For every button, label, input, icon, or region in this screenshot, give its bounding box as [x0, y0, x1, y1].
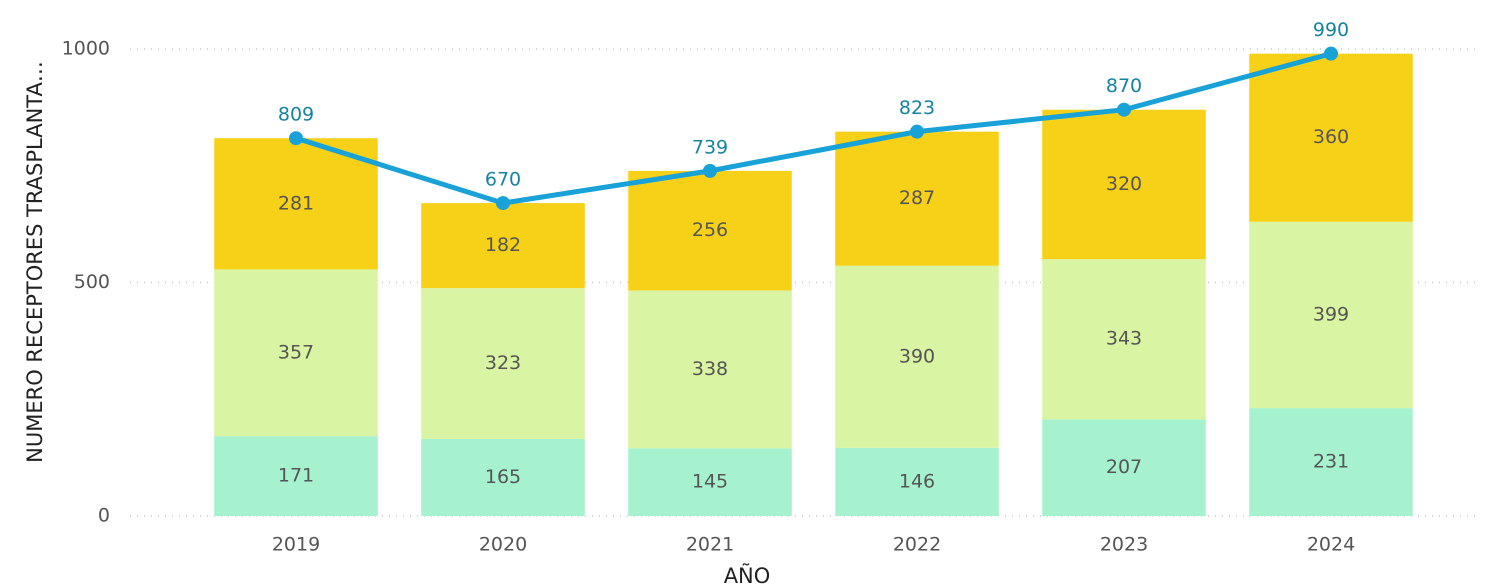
data-label: 171: [278, 465, 314, 487]
line-point: [1117, 102, 1131, 117]
line-label: 823: [899, 97, 935, 119]
data-label: 281: [278, 192, 314, 214]
bar-segment: [214, 436, 378, 516]
x-tick-label: 2022: [893, 534, 941, 556]
bar-segment: [628, 290, 792, 449]
y-tick-label: 1000: [62, 38, 110, 60]
y-axis-title: NUMERO RECEPTORES TRASPLANTA…: [23, 61, 47, 463]
data-label: 343: [1106, 328, 1142, 350]
bar-segment: [628, 170, 792, 291]
bar-segment: [835, 265, 999, 448]
data-label: 146: [899, 470, 935, 492]
line-label: 739: [692, 136, 728, 158]
data-label: 231: [1313, 451, 1349, 473]
bar-segment: [1042, 109, 1206, 260]
bar-segment: [628, 448, 792, 516]
x-tick-label: 2023: [1100, 534, 1148, 556]
bar-segment: [835, 447, 999, 516]
y-tick-label: 0: [98, 505, 110, 527]
line-label: 870: [1106, 75, 1142, 97]
bar-segment: [1042, 259, 1206, 420]
data-label: 320: [1106, 173, 1142, 195]
line-label: 670: [485, 169, 521, 191]
data-label: 399: [1313, 303, 1349, 325]
data-label: 165: [485, 466, 521, 488]
x-tick-label: 2019: [272, 534, 320, 556]
data-label: 357: [278, 341, 314, 363]
line-point: [1324, 46, 1338, 61]
line-point: [289, 131, 303, 146]
line-label: 809: [278, 104, 314, 126]
x-tick-label: 2020: [479, 534, 527, 556]
data-label: 256: [692, 219, 728, 241]
bar-segment: [835, 131, 999, 266]
line-point: [703, 163, 717, 178]
x-axis-title: AÑO: [724, 562, 771, 588]
line: [295, 51, 1332, 206]
bar-segment: [421, 203, 585, 289]
data-label: 360: [1313, 126, 1349, 148]
bar-segment: [214, 269, 378, 437]
data-label: 338: [692, 358, 728, 380]
data-label: 390: [899, 345, 935, 367]
x-tick-label: 2024: [1307, 534, 1355, 556]
data-label: 145: [692, 471, 728, 493]
data-label: 323: [485, 352, 521, 374]
bar-segment: [1249, 221, 1413, 409]
bar-segment: [1042, 419, 1206, 516]
bar-segment: [1249, 408, 1413, 516]
bar-segment: [214, 138, 378, 270]
line-point: [496, 196, 510, 211]
x-tick-label: 2021: [686, 534, 734, 556]
data-label: 182: [485, 234, 521, 256]
y-tick-label: 500: [74, 271, 110, 293]
line-label: 990: [1313, 19, 1349, 41]
data-label: 207: [1106, 456, 1142, 478]
bar-segment: [421, 288, 585, 439]
bar-segment: [1249, 53, 1413, 222]
bar-segment: [421, 438, 585, 516]
line-point: [910, 124, 924, 139]
data-label: 287: [899, 187, 935, 209]
